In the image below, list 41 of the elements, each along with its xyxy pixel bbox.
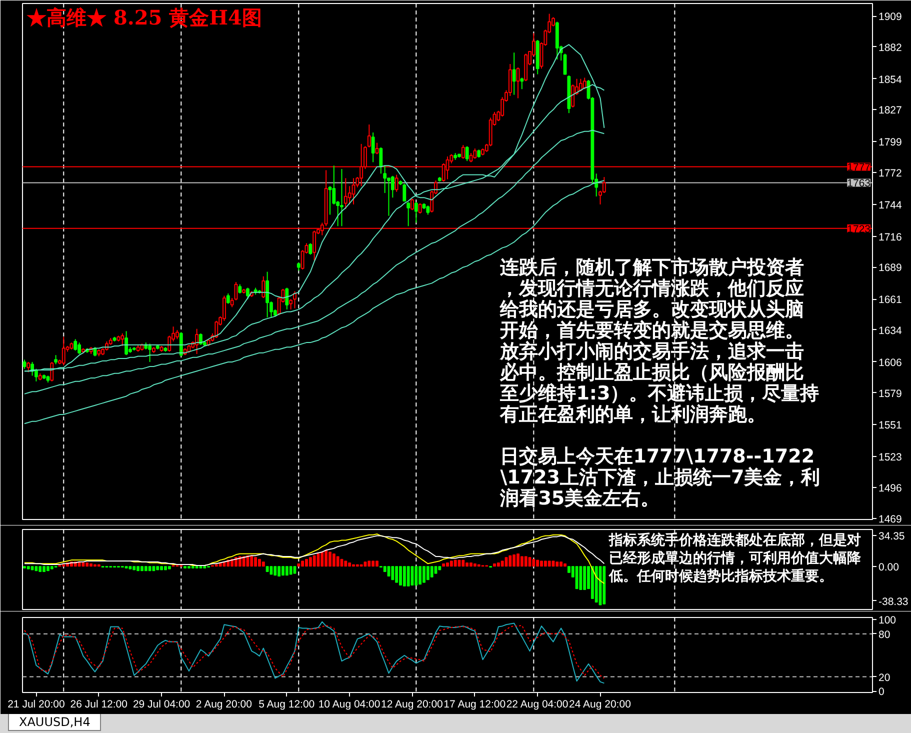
y-tick-label: 1854: [878, 74, 902, 86]
y-tick-label: -38.33: [878, 596, 908, 608]
y-tick-label: 20: [878, 672, 890, 684]
x-tick-label: 5 Aug 12:00: [258, 698, 315, 710]
y-tick-label: 1772: [878, 167, 902, 180]
y-tick-label: 1551: [878, 420, 902, 432]
y-tick-label: 0: [878, 686, 884, 698]
x-tick-label: 2 Aug 20:00: [196, 698, 252, 710]
y-tick-label: 1469: [878, 513, 902, 526]
y-tick-label: 1716: [878, 231, 902, 244]
y-tick-label: 1496: [878, 482, 902, 495]
y-tick-label: 100: [878, 614, 896, 627]
x-tick-label: 22 Aug 04:00: [506, 698, 568, 710]
y-tick-label: 1523: [878, 452, 902, 464]
x-tick-label: 24 Aug 20:00: [569, 698, 632, 710]
x-tick-label: 29 Jul 04:00: [132, 698, 190, 710]
y-tick-label: 1689: [878, 262, 902, 274]
y-tick-label: 1799: [878, 136, 902, 149]
y-tick-label: 1744: [878, 199, 902, 212]
annotation: 连跌后，随机了解下市场散户投资者，发现行情无论行情涨跌，他们反应给我的还是亏居多。改变现状从头脑开始，首先要转变的就是交易思维。放弃小打小闹的交易手法，追求一击必中。控制止盈止损比（风险报酬比至少维持1:3）。不避讳止损，尽量持有正在盈利的单，让利润奔跑。: [499, 256, 820, 426]
y-tick-label: 1579: [878, 388, 902, 400]
y-tick-label: 1606: [878, 356, 902, 369]
x-tick-label: 26 Jul 12:00: [70, 698, 128, 710]
ref-line-label: 1763: [847, 178, 871, 190]
y-tick-label: 1882: [878, 42, 902, 54]
y-tick-label: 34.35: [878, 530, 905, 542]
annotation: 指标系统手价格连跌都处在底部，但是对已经形成單边的行情，可利用价值大幅降低。任何时候趋势比指标技术重要。: [608, 532, 862, 585]
annotation: 日交易上今天在1777\1778--1722\1723上沽下渣，止损统一7美金，利润看35美金左右。: [499, 445, 820, 510]
x-tick-label: 10 Aug 04:00: [318, 698, 380, 710]
y-tick-label: 0.00: [878, 561, 900, 574]
chart-title: ★高维★ 8.25 黄金H4图: [26, 6, 262, 30]
ref-line-label: 1777: [847, 162, 871, 174]
x-tick-label: 12 Aug 20:00: [381, 698, 444, 710]
ref-line-label: 1723: [847, 223, 871, 236]
x-tick-label: 21 Jul 20:00: [8, 698, 65, 710]
y-tick-label: 80: [878, 628, 890, 641]
y-tick-label: 1661: [878, 294, 902, 306]
x-tick-label: 17 Aug 12:00: [444, 698, 506, 710]
y-tick-label: 1909: [878, 11, 902, 24]
y-tick-label: 1634: [878, 324, 902, 337]
y-tick-label: 1827: [878, 104, 902, 117]
